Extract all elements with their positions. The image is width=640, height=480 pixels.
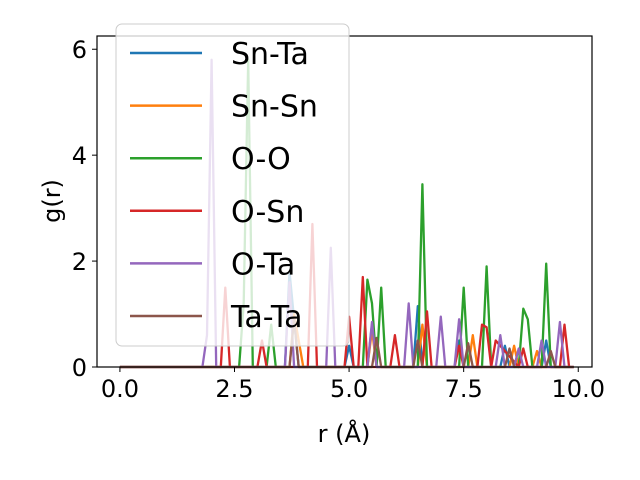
x-tick-label: 10.0 [552,375,605,403]
legend-label: O-Sn [231,195,304,230]
y-tick-label: 2 [72,248,87,276]
y-axis-title: g(r) [38,179,66,223]
x-tick-label: 0.0 [101,375,139,403]
x-axis-title: r (Å) [318,419,371,448]
legend-item: Ta-Ta [130,300,303,335]
legend-box [115,23,350,347]
x-tick-label: 5.0 [330,375,368,403]
legend: Sn-Ta Sn-Sn O-O O-Sn O-Ta Ta-Ta [115,23,350,347]
legend-item: O-Ta [130,247,295,282]
legend-label: O-Ta [231,247,295,282]
legend-item: O-Sn [130,195,304,230]
x-tick-label: 7.5 [445,375,483,403]
legend-label: Ta-Ta [230,300,303,335]
y-tick-label: 0 [72,354,87,382]
tick-layer: 0.0 2.5 5.0 7.5 10.0 0 2 4 6 [72,36,605,403]
legend-item: Sn-Sn [130,90,318,125]
legend-label: Sn-Ta [231,37,309,72]
y-tick-label: 6 [72,36,87,64]
legend-item: O-O [130,142,291,177]
legend-item: Sn-Ta [130,37,309,72]
legend-label: Sn-Sn [231,90,318,125]
x-tick-label: 2.5 [215,375,253,403]
y-tick-label: 4 [72,142,87,170]
legend-label: O-O [231,142,291,177]
